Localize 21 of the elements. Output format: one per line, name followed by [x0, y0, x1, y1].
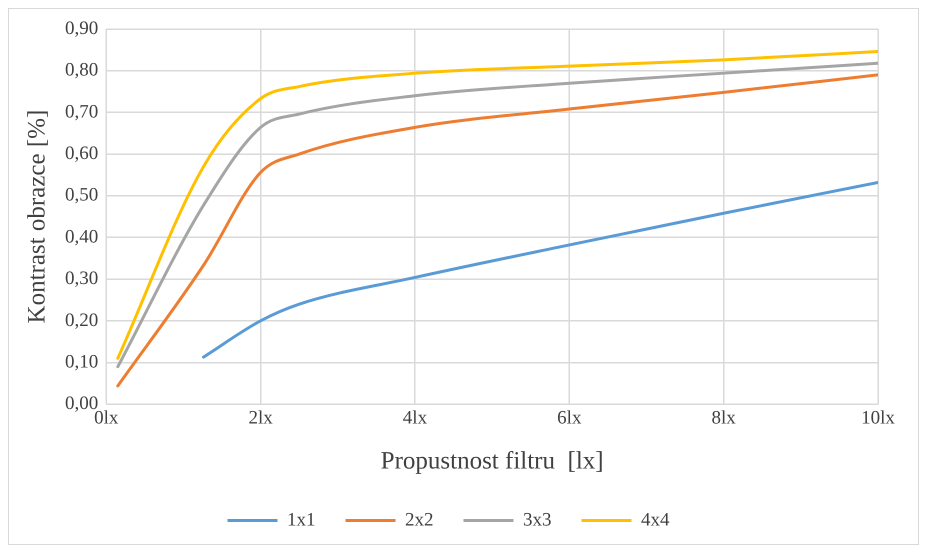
y-tick-label: 0,80 [65, 60, 98, 81]
legend-label: 3x3 [523, 509, 552, 530]
x-tick-label: 4lx [402, 408, 428, 429]
y-tick-label: 0,50 [65, 184, 98, 206]
legend-label: 1x1 [287, 509, 316, 530]
x-axis-title: Propustnost filtru [lx] [380, 448, 604, 475]
x-tick-label: 2lx [248, 408, 274, 429]
y-tick-label: 0,40 [65, 226, 98, 248]
x-tick-label: 8lx [712, 408, 736, 429]
legend-label: 4x4 [641, 509, 670, 530]
y-tick-label: 0,20 [65, 310, 98, 331]
y-tick-label: 0,70 [65, 101, 98, 122]
y-tick-label: 0,90 [65, 18, 98, 39]
line-series [202, 180, 878, 359]
y-tick-label: 0,10 [65, 351, 98, 372]
x-tick-label: 10lx [861, 408, 896, 429]
legend-label: 2x2 [405, 509, 434, 530]
x-tick-label: 6lx [557, 408, 582, 429]
y-axis-title: Kontrast obrazce [%] [24, 110, 51, 324]
y-tick-label: 0,30 [65, 268, 98, 290]
y-tick-label: 0,60 [65, 143, 98, 164]
